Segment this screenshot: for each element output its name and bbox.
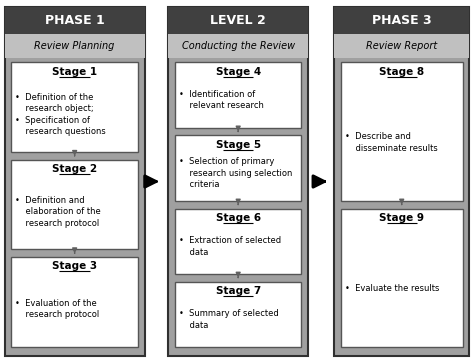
FancyBboxPatch shape [175,62,301,127]
Text: Stage 6: Stage 6 [216,213,261,223]
Text: •  Definition and
    elaboration of the
    research protocol: • Definition and elaboration of the rese… [15,196,101,228]
Text: Stage 9: Stage 9 [379,213,424,223]
FancyBboxPatch shape [168,7,308,356]
Text: PHASE 1: PHASE 1 [45,15,105,27]
Text: Stage 2: Stage 2 [52,164,97,174]
Text: Review Planning: Review Planning [35,41,115,51]
FancyBboxPatch shape [11,62,138,152]
Text: Stage 7: Stage 7 [216,286,261,296]
FancyBboxPatch shape [175,208,301,274]
FancyBboxPatch shape [341,62,463,200]
Text: •  Selection of primary
    research using selection
    criteria: • Selection of primary research using se… [179,157,292,189]
Text: Stage 4: Stage 4 [216,66,261,77]
Text: •  Summary of selected
    data: • Summary of selected data [179,309,278,330]
FancyBboxPatch shape [175,135,301,200]
FancyBboxPatch shape [11,257,138,347]
FancyBboxPatch shape [341,208,463,347]
Text: •  Definition of the
    research object;
•  Specification of
    research quest: • Definition of the research object; • S… [15,93,106,136]
Text: Stage 3: Stage 3 [52,261,97,271]
FancyBboxPatch shape [5,7,145,34]
FancyBboxPatch shape [168,34,308,58]
FancyBboxPatch shape [334,7,469,356]
FancyBboxPatch shape [5,34,145,58]
Text: •  Evaluate the results: • Evaluate the results [345,284,439,293]
Text: •  Identification of
    relevant research: • Identification of relevant research [179,90,264,110]
Text: PHASE 3: PHASE 3 [372,15,431,27]
FancyBboxPatch shape [5,7,145,356]
Text: Review Report: Review Report [366,41,438,51]
FancyBboxPatch shape [175,282,301,347]
Text: •  Extraction of selected
    data: • Extraction of selected data [179,236,281,257]
Text: •  Describe and
    disseminate results: • Describe and disseminate results [345,132,438,153]
FancyBboxPatch shape [11,160,138,249]
Text: Stage 1: Stage 1 [52,66,97,77]
FancyBboxPatch shape [168,7,308,34]
FancyBboxPatch shape [334,34,469,58]
Text: •  Evaluation of the
    research protocol: • Evaluation of the research protocol [15,299,100,319]
Text: LEVEL 2: LEVEL 2 [210,15,266,27]
Text: Conducting the Review: Conducting the Review [182,41,295,51]
FancyBboxPatch shape [334,7,469,34]
Text: Stage 5: Stage 5 [216,139,261,150]
Text: Stage 8: Stage 8 [379,66,424,77]
